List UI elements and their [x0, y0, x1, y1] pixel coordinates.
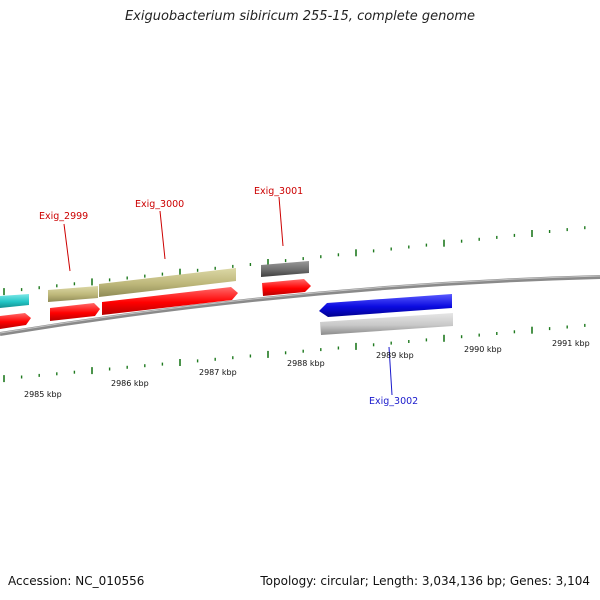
genome-backbone	[0, 275, 600, 336]
leader-exig-2999	[63, 223, 71, 272]
cds-olive-exig-3000[interactable]	[99, 268, 236, 297]
leader-exig-3002	[388, 346, 393, 396]
scale-label-2989: 2989 kbp	[376, 351, 414, 360]
leader-exig-3000	[159, 210, 166, 260]
scale-label-2986: 2986 kbp	[111, 379, 149, 388]
gene-label-exig-3001[interactable]: Exig_3001	[254, 186, 303, 197]
cds-red-exig-3000[interactable]	[102, 287, 238, 315]
accession-text: Accession: NC_010556	[8, 574, 145, 588]
scale-label-2987: 2987 kbp	[199, 368, 237, 377]
gene-label-exig-3000[interactable]: Exig_3000	[135, 199, 184, 210]
genome-backbone-highlight	[0, 275, 600, 334]
cds-lightgray-exig-3002[interactable]	[320, 313, 453, 335]
gene-label-exig-3002[interactable]: Exig_3002	[369, 396, 418, 407]
scale-label-2988: 2988 kbp	[287, 359, 325, 368]
gene-label-exig-2999[interactable]: Exig_2999	[39, 211, 88, 222]
cds-olive-exig-2999[interactable]	[48, 286, 98, 302]
cds-red-exig-3001[interactable]	[262, 279, 311, 296]
inner-tick-ring	[3, 323, 586, 383]
cds-blue-exig-3002[interactable]	[319, 294, 452, 317]
scale-label-2985: 2985 kbp	[24, 390, 62, 399]
scale-label-2990: 2990 kbp	[464, 345, 502, 354]
cds-gray-exig-3001[interactable]	[261, 261, 309, 277]
cds-cyan-partial[interactable]	[0, 294, 29, 308]
topology-summary-text: Topology: circular; Length: 3,034,136 bp…	[260, 574, 590, 588]
leader-exig-3001	[278, 196, 284, 247]
scale-label-2991: 2991 kbp	[552, 339, 590, 348]
cds-red-partial[interactable]	[0, 313, 31, 329]
cds-red-exig-2999[interactable]	[50, 303, 100, 321]
genome-title: Exiguobacterium sibiricum 255-15, comple…	[124, 9, 476, 24]
